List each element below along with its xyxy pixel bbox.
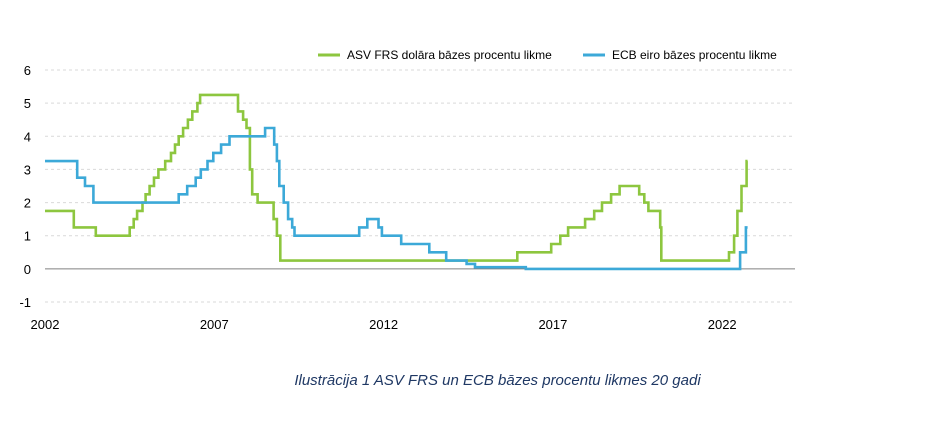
x-tick-label: 2017 [538, 317, 567, 332]
y-tick-label: 6 [24, 63, 31, 78]
x-tick-label: 2012 [369, 317, 398, 332]
figure-caption: Ilustrācija 1 ASV FRS un ECB bāzes proce… [294, 372, 701, 389]
y-tick-label: 2 [24, 196, 31, 211]
x-axis-tick-labels: 2002 2007 2012 2017 2022 [31, 317, 737, 332]
y-tick-label: 4 [24, 129, 31, 144]
gridlines [45, 69, 795, 303]
series-lines [45, 93, 748, 271]
legend: ASV FRS dolāra bāzes procentu likme ECB … [318, 48, 777, 62]
x-tick-label: 2002 [31, 317, 60, 332]
y-tick-label: 5 [24, 96, 31, 111]
y-tick-label: 1 [24, 229, 31, 244]
legend-label-ecb: ECB eiro bāzes procentu likme [612, 48, 777, 62]
y-tick-label: -1 [19, 295, 31, 310]
y-axis-tick-labels: -1 0 1 2 3 4 5 6 [19, 63, 31, 310]
x-tick-label: 2022 [708, 317, 737, 332]
fed-rate-line [45, 93, 748, 262]
x-tick-label: 2007 [200, 317, 229, 332]
ecb-rate-line [45, 126, 748, 271]
y-tick-label: 0 [24, 262, 31, 277]
line-chart: -1 0 1 2 3 4 5 6 2002 2007 2012 2017 2022 ASV FRS d… [19, 48, 795, 332]
legend-label-fed: ASV FRS dolāra bāzes procentu likme [347, 48, 552, 62]
y-tick-label: 3 [24, 162, 31, 177]
